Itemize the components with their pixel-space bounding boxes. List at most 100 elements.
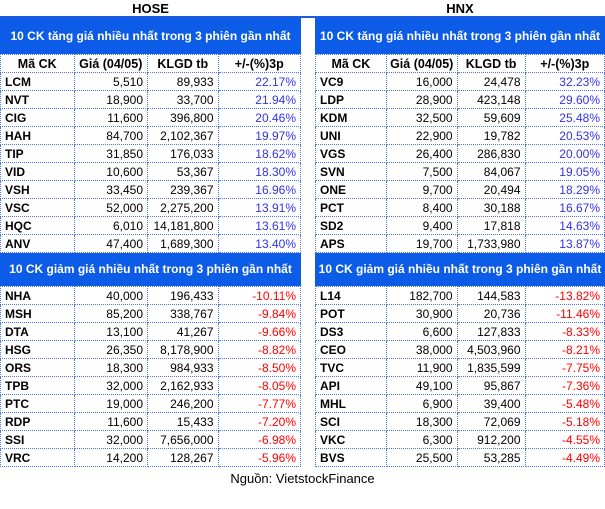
ticker-cell: PTC bbox=[0, 394, 75, 413]
change-cell: 19.05% bbox=[524, 162, 605, 181]
change-cell: 20.53% bbox=[524, 126, 605, 145]
change-cell: -8.21% bbox=[524, 340, 605, 359]
volume-cell: 176,033 bbox=[147, 144, 219, 163]
stock-row: RDP 11,600 15,433 -7.20% bbox=[0, 412, 301, 431]
price-cell: 11,600 bbox=[73, 412, 148, 431]
volume-cell: 2,102,367 bbox=[147, 126, 219, 145]
change-cell: -10.11% bbox=[217, 286, 301, 305]
change-cell: -4.49% bbox=[524, 448, 605, 467]
volume-cell: 17,818 bbox=[456, 216, 526, 235]
ticker-cell: DS3 bbox=[315, 322, 387, 341]
ticker-cell: VSH bbox=[0, 180, 75, 199]
change-cell: -8.05% bbox=[217, 376, 301, 395]
change-cell: -11.46% bbox=[524, 304, 605, 323]
volume-cell: 912,200 bbox=[456, 430, 526, 449]
change-cell: 20.00% bbox=[524, 144, 605, 163]
stock-row: NHA 40,000 196,433 -10.11% bbox=[0, 286, 301, 305]
ticker-cell: UNI bbox=[315, 126, 387, 145]
price-cell: 49,100 bbox=[385, 376, 458, 395]
volume-cell: 2,275,200 bbox=[147, 198, 219, 217]
volume-cell: 15,433 bbox=[147, 412, 219, 431]
change-cell: -5.96% bbox=[217, 448, 301, 467]
price-cell: 32,000 bbox=[73, 376, 148, 395]
change-cell: -8.33% bbox=[524, 322, 605, 341]
change-cell: -4.55% bbox=[524, 430, 605, 449]
ticker-cell: NVT bbox=[0, 90, 75, 109]
stock-row: VC9 16,000 24,478 32.23% bbox=[315, 72, 605, 91]
exchange-title-hnx: HNX bbox=[446, 1, 474, 16]
price-cell: 6,600 bbox=[385, 322, 458, 341]
ticker-cell: VGS bbox=[315, 144, 387, 163]
volume-cell: 8,178,900 bbox=[147, 340, 219, 359]
ticker-cell: HSG bbox=[0, 340, 75, 359]
price-cell: 33,450 bbox=[73, 180, 148, 199]
volume-cell: 396,800 bbox=[147, 108, 219, 127]
change-cell: 20.46% bbox=[217, 108, 301, 127]
column-header-change: +/-(%)3p bbox=[524, 54, 605, 73]
price-cell: 9,700 bbox=[385, 180, 458, 199]
hose-panel: 10 CK tăng giá nhiều nhất trong 3 phiên … bbox=[0, 18, 301, 467]
stock-row: DS3 6,600 127,833 -8.33% bbox=[315, 322, 605, 341]
price-cell: 22,900 bbox=[385, 126, 458, 145]
price-cell: 40,000 bbox=[73, 286, 148, 305]
price-cell: 26,400 bbox=[385, 144, 458, 163]
change-cell: 13.87% bbox=[524, 234, 605, 253]
volume-cell: 39,400 bbox=[456, 394, 526, 413]
volume-cell: 1,733,980 bbox=[456, 234, 526, 253]
hnx-panel: 10 CK tăng giá nhiều nhất trong 3 phiên … bbox=[315, 18, 605, 467]
stock-row: VRC 14,200 128,267 -5.96% bbox=[0, 448, 301, 467]
hnx-losers-table: L14 182,700 144,583 -13.82% POT 30,900 20,736-… bbox=[315, 286, 605, 467]
volume-cell: 127,833 bbox=[456, 322, 526, 341]
price-cell: 32,000 bbox=[73, 430, 148, 449]
price-cell: 6,010 bbox=[73, 216, 148, 235]
volume-cell: 423,148 bbox=[456, 90, 526, 109]
hose-gainers-banner: 10 CK tăng giá nhiều nhất trong 3 phiên … bbox=[0, 18, 301, 54]
volume-cell: 41,267 bbox=[147, 322, 219, 341]
stock-row: BVS 25,500 53,285 -4.49% bbox=[315, 448, 605, 467]
stock-row: TPB 32,000 2,162,933 -8.05% bbox=[0, 376, 301, 395]
price-cell: 18,900 bbox=[73, 90, 148, 109]
column-header-row: Mã CK Giá (04/05) KLGD tb +/-(%)3p bbox=[0, 54, 301, 73]
stock-row: HSG 26,350 8,178,900 -8.82% bbox=[0, 340, 301, 359]
ticker-cell: ONE bbox=[315, 180, 387, 199]
change-cell: -5.48% bbox=[524, 394, 605, 413]
ticker-cell: API bbox=[315, 376, 387, 395]
volume-cell: 984,933 bbox=[147, 358, 219, 377]
panels-container: 10 CK tăng giá nhiều nhất trong 3 phiên … bbox=[0, 18, 605, 467]
price-cell: 16,000 bbox=[385, 72, 458, 91]
hose-losers-banner: 10 CK giảm giá nhiều nhất trong 3 phiên … bbox=[0, 253, 301, 286]
change-cell: -9.66% bbox=[217, 322, 301, 341]
ticker-cell: TVC bbox=[315, 358, 387, 377]
change-cell: -7.77% bbox=[217, 394, 301, 413]
ticker-cell: APS bbox=[315, 234, 387, 253]
ticker-cell: VRC bbox=[0, 448, 75, 467]
hose-gainers-table: Mã CK Giá (04/05) KLGD tb +/-(%)3p LCM 5,… bbox=[0, 54, 301, 253]
price-cell: 52,000 bbox=[73, 198, 148, 217]
stock-row: ONE 9,700 20,494 18.29% bbox=[315, 180, 605, 199]
ticker-cell: DTA bbox=[0, 322, 75, 341]
ticker-cell: SSI bbox=[0, 430, 75, 449]
price-cell: 31,850 bbox=[73, 144, 148, 163]
volume-cell: 33,700 bbox=[147, 90, 219, 109]
volume-cell: 30,188 bbox=[456, 198, 526, 217]
volume-cell: 72,069 bbox=[456, 412, 526, 431]
stock-row: CEO 38,000 4,503,960 -8.21% bbox=[315, 340, 605, 359]
stock-row: TIP 31,850 176,033 18.62% bbox=[0, 144, 301, 163]
price-cell: 5,510 bbox=[73, 72, 148, 91]
price-cell: 9,400 bbox=[385, 216, 458, 235]
change-cell: 18.30% bbox=[217, 162, 301, 181]
price-cell: 11,900 bbox=[385, 358, 458, 377]
price-cell: 11,600 bbox=[73, 108, 148, 127]
price-cell: 25,500 bbox=[385, 448, 458, 467]
exchange-title-hose: HOSE bbox=[132, 1, 169, 16]
volume-cell: 1,835,599 bbox=[456, 358, 526, 377]
ticker-cell: HAH bbox=[0, 126, 75, 145]
ticker-cell: VKC bbox=[315, 430, 387, 449]
volume-cell: 24,478 bbox=[456, 72, 526, 91]
price-cell: 85,200 bbox=[73, 304, 148, 323]
change-cell: 18.29% bbox=[524, 180, 605, 199]
price-cell: 19,700 bbox=[385, 234, 458, 253]
volume-cell: 20,494 bbox=[456, 180, 526, 199]
ticker-cell: BVS bbox=[315, 448, 387, 467]
change-cell: -9.84% bbox=[217, 304, 301, 323]
